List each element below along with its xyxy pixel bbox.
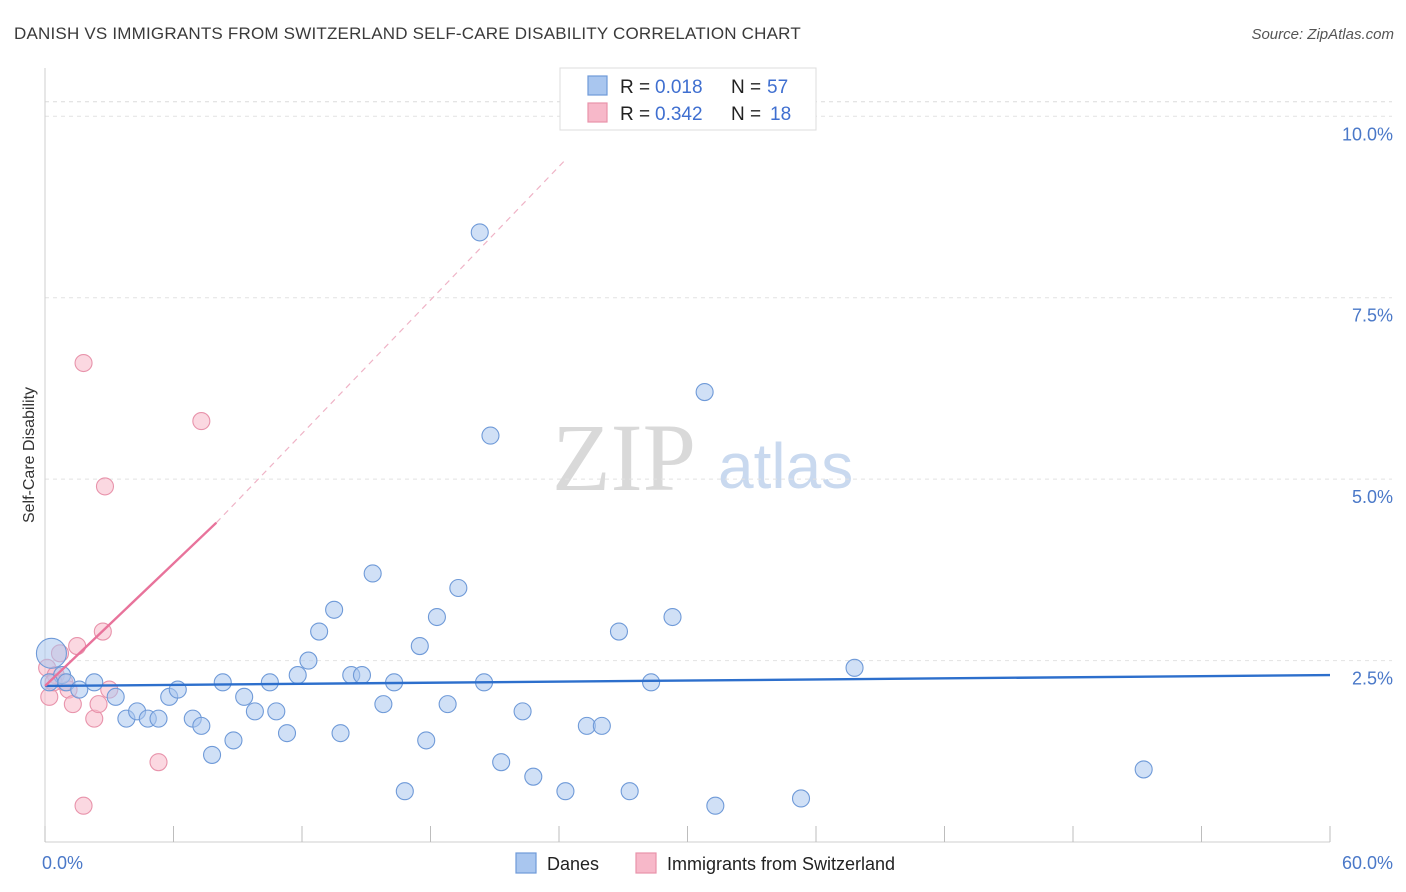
danes-point-16: [224, 731, 243, 750]
danes-point-19: [260, 673, 279, 692]
danes-point-46: [592, 716, 611, 735]
danes-point-14: [203, 745, 222, 764]
danes-point-41: [492, 753, 511, 772]
legend-r-value-danes: 0.018: [655, 77, 703, 98]
danes-point-44: [556, 782, 575, 801]
danes-point-13: [192, 716, 211, 735]
trend-lines: [44, 159, 1331, 688]
legend-top: R = 0.018 N = 57 R = 0.342 N = 18: [559, 67, 817, 131]
danes-point-47: [609, 622, 629, 641]
danes-point-23: [299, 651, 318, 670]
danes-point-53: [791, 789, 811, 808]
legend-swatch-danes: [587, 75, 608, 96]
danes-point-4: [85, 673, 104, 692]
trend-line-switzerland-extension: [215, 159, 566, 524]
danes-point-55: [1134, 760, 1153, 779]
y-tick-label-1: 5.0%: [1352, 487, 1393, 507]
trend-line-switzerland: [44, 521, 218, 687]
legend-bottom-label-switzerland: Immigrants from Switzerland: [667, 854, 895, 874]
danes-point-50: [663, 607, 682, 627]
chart-title: DANISH VS IMMIGRANTS FROM SWITZERLAND SE…: [14, 24, 801, 43]
danes-point-15: [213, 673, 232, 692]
switzerland-point-10: [89, 695, 108, 714]
watermark-zip: ZIP: [552, 404, 696, 511]
danes-point-40: [481, 426, 500, 445]
legend-r-label-danes: R =: [620, 77, 650, 98]
danes-point-43: [524, 767, 543, 786]
danes-point-24: [310, 622, 329, 641]
danes-point-48: [620, 782, 639, 801]
y-tick-labels: 2.5% 5.0% 7.5% 10.0%: [1342, 124, 1393, 688]
danes-point-26: [331, 724, 350, 743]
danes-point-52: [706, 796, 725, 815]
danes-point-51: [695, 383, 714, 402]
y-tick-label-3: 10.0%: [1342, 124, 1393, 144]
legend-r-value-switzerland: 0.342: [655, 104, 703, 125]
switzerland-point-7: [68, 637, 87, 656]
switzerland-point-14: [149, 753, 168, 772]
danes-point-36: [438, 695, 457, 714]
y-tick-label-2: 7.5%: [1352, 306, 1393, 326]
x-tick-label-1: 60.0%: [1342, 853, 1393, 873]
danes-point-29: [363, 564, 382, 583]
danes-point-5: [106, 687, 125, 706]
danes-point-49: [642, 673, 661, 692]
danes-point-17: [235, 687, 254, 706]
scatter-points: [35, 223, 1153, 815]
danes-point-38: [470, 223, 489, 242]
danes-point-9: [149, 709, 168, 728]
switzerland-point-8: [74, 353, 93, 373]
x-tick-labels: 0.0% 60.0%: [42, 853, 1393, 873]
legend-n-value-danes: 57: [767, 77, 788, 98]
danes-point-25: [325, 600, 344, 619]
danes-point-18: [245, 702, 264, 721]
legend-bottom-label-danes: Danes: [547, 854, 599, 874]
danes-point-0: [35, 637, 67, 669]
switzerland-point-15: [192, 412, 211, 431]
danes-point-33: [410, 637, 429, 656]
watermark: ZIP atlas: [552, 404, 853, 511]
danes-point-34: [417, 731, 436, 750]
danes-point-32: [395, 782, 414, 801]
legend-swatch-switzerland: [587, 102, 608, 123]
grid-lines: [45, 101, 1392, 662]
legend-bottom: Danes Immigrants from Switzerland: [515, 852, 895, 874]
legend-bottom-swatch-switzerland: [635, 852, 657, 874]
y-tick-label-0: 2.5%: [1352, 669, 1393, 689]
danes-point-35: [427, 607, 446, 627]
danes-point-30: [374, 695, 393, 714]
legend-r-label-switzerland: R =: [620, 104, 650, 125]
chart-source: Source: ZipAtlas.com: [1251, 26, 1394, 43]
danes-point-42: [513, 702, 532, 721]
watermark-atlas: atlas: [718, 430, 853, 502]
legend-n-label-danes: N =: [731, 77, 761, 98]
danes-point-22: [288, 666, 307, 685]
switzerland-point-12: [95, 477, 115, 496]
axes: [44, 68, 1331, 843]
danes-point-3: [70, 680, 89, 699]
y-axis-label: Self-Care Disability: [21, 387, 38, 523]
danes-point-21: [277, 724, 297, 743]
danes-point-28: [352, 666, 372, 685]
legend-n-label-switzerland: N =: [731, 104, 761, 125]
trend-line-danes: [44, 673, 1331, 688]
danes-point-54: [845, 658, 864, 677]
x-tick-label-0: 0.0%: [42, 853, 83, 873]
danes-point-20: [267, 702, 286, 721]
danes-point-37: [449, 578, 468, 598]
switzerland-point-16: [74, 796, 93, 815]
legend-n-value-switzerland: 18: [770, 104, 791, 125]
legend-bottom-swatch-danes: [515, 852, 537, 874]
